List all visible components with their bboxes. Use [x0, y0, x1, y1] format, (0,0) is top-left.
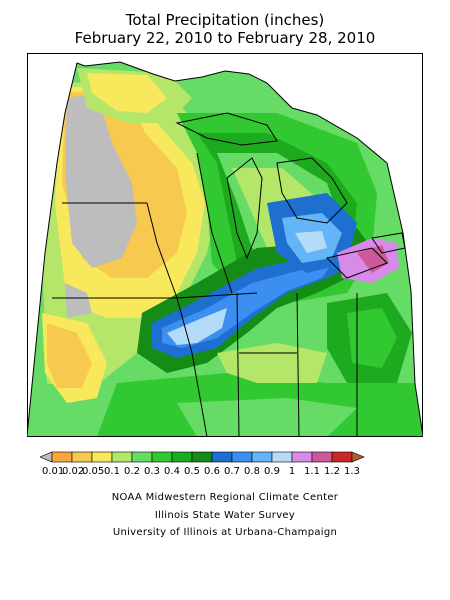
legend-label: 0.9 — [264, 466, 280, 477]
map-title: Total Precipitation (inches) — [125, 11, 325, 29]
legend-label: 1 — [288, 466, 296, 477]
credit-line-3: University of Illinois at Urbana-Champai… — [112, 527, 338, 538]
legend-swatch — [211, 451, 233, 463]
legend-swatch — [191, 451, 213, 463]
legend-label: 0.1 — [104, 466, 120, 477]
legend-label: 1.1 — [304, 466, 320, 477]
legend-label: 1.2 — [324, 466, 340, 477]
legend-label: 1.3 — [344, 466, 360, 477]
legend-label: 0.3 — [144, 466, 160, 477]
legend-swatch-max — [351, 451, 365, 463]
legend-swatch — [251, 451, 273, 463]
legend-label: 0.05 — [82, 466, 105, 477]
legend-label: 0.7 — [224, 466, 240, 477]
legend-swatch — [331, 451, 353, 463]
legend-swatch-min — [40, 451, 53, 463]
date-range-subtitle: February 22, 2010 to February 28, 2010 — [74, 29, 376, 47]
color-scale-legend — [40, 451, 365, 463]
legend-label: 0.01 — [42, 466, 65, 477]
legend-swatch — [71, 451, 93, 463]
state-boundaries — [27, 61, 423, 437]
legend-label: 0.5 — [184, 466, 200, 477]
legend-swatch — [131, 451, 153, 463]
legend-swatch — [231, 451, 253, 463]
legend-label: 0.02 — [62, 466, 85, 477]
legend-label: 0.4 — [164, 466, 180, 477]
legend-label: 0.2 — [124, 466, 140, 477]
legend-swatch — [111, 451, 133, 463]
legend-swatch — [291, 451, 313, 463]
legend-label: 0.6 — [204, 466, 220, 477]
lake-outlines — [175, 112, 406, 279]
legend-swatch — [171, 451, 193, 463]
credit-line-1: NOAA Midwestern Regional Climate Center — [111, 492, 339, 503]
legend-swatch — [271, 451, 293, 463]
legend-swatch — [151, 451, 173, 463]
precipitation-map — [27, 53, 423, 437]
legend-swatch — [51, 451, 73, 463]
legend-swatch — [311, 451, 333, 463]
credit-line-2: Illinois State Water Survey — [154, 510, 296, 521]
legend-label: 0.8 — [244, 466, 260, 477]
legend-swatch — [91, 451, 113, 463]
